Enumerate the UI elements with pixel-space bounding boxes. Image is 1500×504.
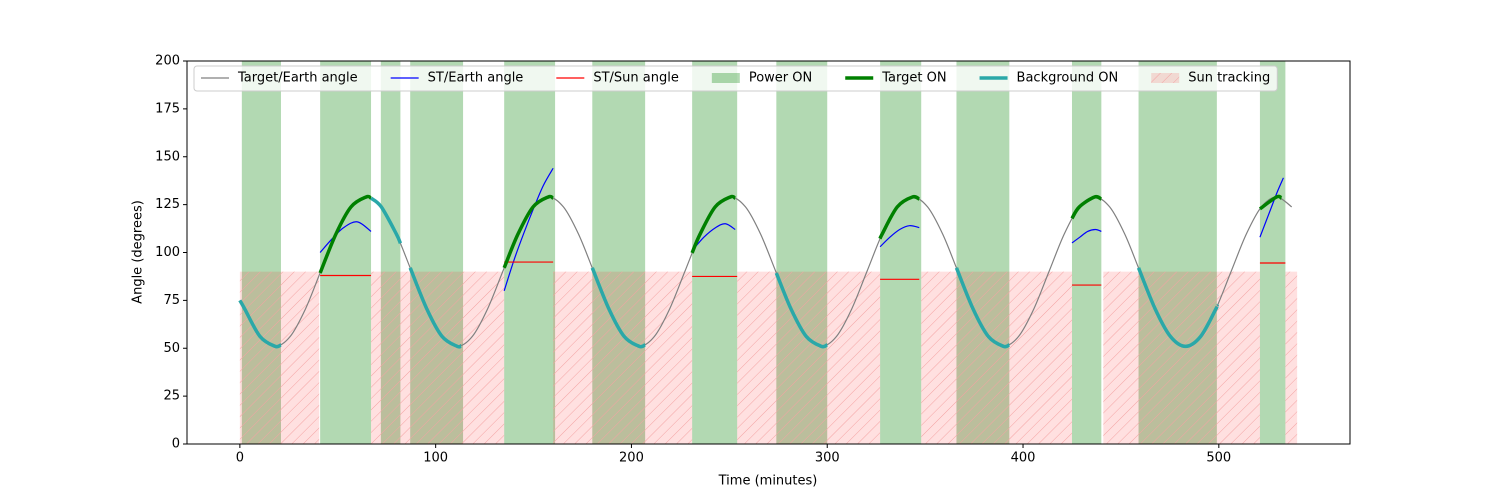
legend-label: Target/Earth angle xyxy=(237,71,358,86)
ticks: 0 100 200 300 400 500 0 25 50 75 100 125 150 175 200 xyxy=(155,54,1231,466)
legend-label: Sun tracking xyxy=(1188,71,1270,86)
x-tick-label: 0 xyxy=(236,451,244,466)
span-hatch xyxy=(921,271,1072,444)
x-tick-label: 300 xyxy=(815,451,840,466)
x-tick-label: 400 xyxy=(1011,451,1036,466)
y-tick-label: 200 xyxy=(155,54,180,69)
x-tick-label: 200 xyxy=(619,451,644,466)
span-hatch xyxy=(239,271,320,444)
legend-box xyxy=(193,65,1278,92)
line-series xyxy=(238,196,1220,349)
span-hatch xyxy=(1103,271,1260,444)
line-series xyxy=(239,196,1293,347)
legend-swatch-hatch xyxy=(1151,73,1180,83)
legend-label: Background ON xyxy=(1017,71,1119,86)
y-tick-label: 100 xyxy=(155,245,180,260)
y-tick-label: 0 xyxy=(172,437,180,452)
x-axis-label: Time (minutes) xyxy=(718,474,818,489)
span xyxy=(880,61,922,444)
y-tick-label: 150 xyxy=(155,149,180,164)
lines xyxy=(238,167,1293,349)
y-tick-label: 25 xyxy=(163,389,180,404)
line-series xyxy=(320,261,1286,286)
span xyxy=(692,61,738,444)
y-tick-label: 75 xyxy=(163,293,180,308)
x-tick-label: 500 xyxy=(1206,451,1231,466)
line-series xyxy=(319,167,1284,291)
legend-label: Target ON xyxy=(881,71,946,86)
line-series xyxy=(318,194,1283,274)
legend-label: ST/Sun angle xyxy=(593,71,679,86)
span xyxy=(1071,61,1102,444)
spans xyxy=(239,61,1298,444)
span-hatch xyxy=(737,271,881,444)
legend: Target/Earth angle ST/Earth angle ST/Sun a… xyxy=(193,65,1278,92)
legend-label: ST/Earth angle xyxy=(428,71,524,86)
y-tick-label: 125 xyxy=(155,197,180,212)
span-hatch xyxy=(1285,271,1298,444)
span-hatch xyxy=(553,271,693,444)
span xyxy=(1259,61,1286,444)
legend-label: Power ON xyxy=(749,71,812,86)
span xyxy=(504,61,556,444)
legend-swatch xyxy=(711,73,740,83)
y-tick-label: 50 xyxy=(163,341,180,356)
x-tick-label: 100 xyxy=(423,451,448,466)
span-hatch xyxy=(371,271,505,444)
y-axis-label: Angle (degrees) xyxy=(131,200,146,304)
y-tick-label: 175 xyxy=(155,101,180,116)
